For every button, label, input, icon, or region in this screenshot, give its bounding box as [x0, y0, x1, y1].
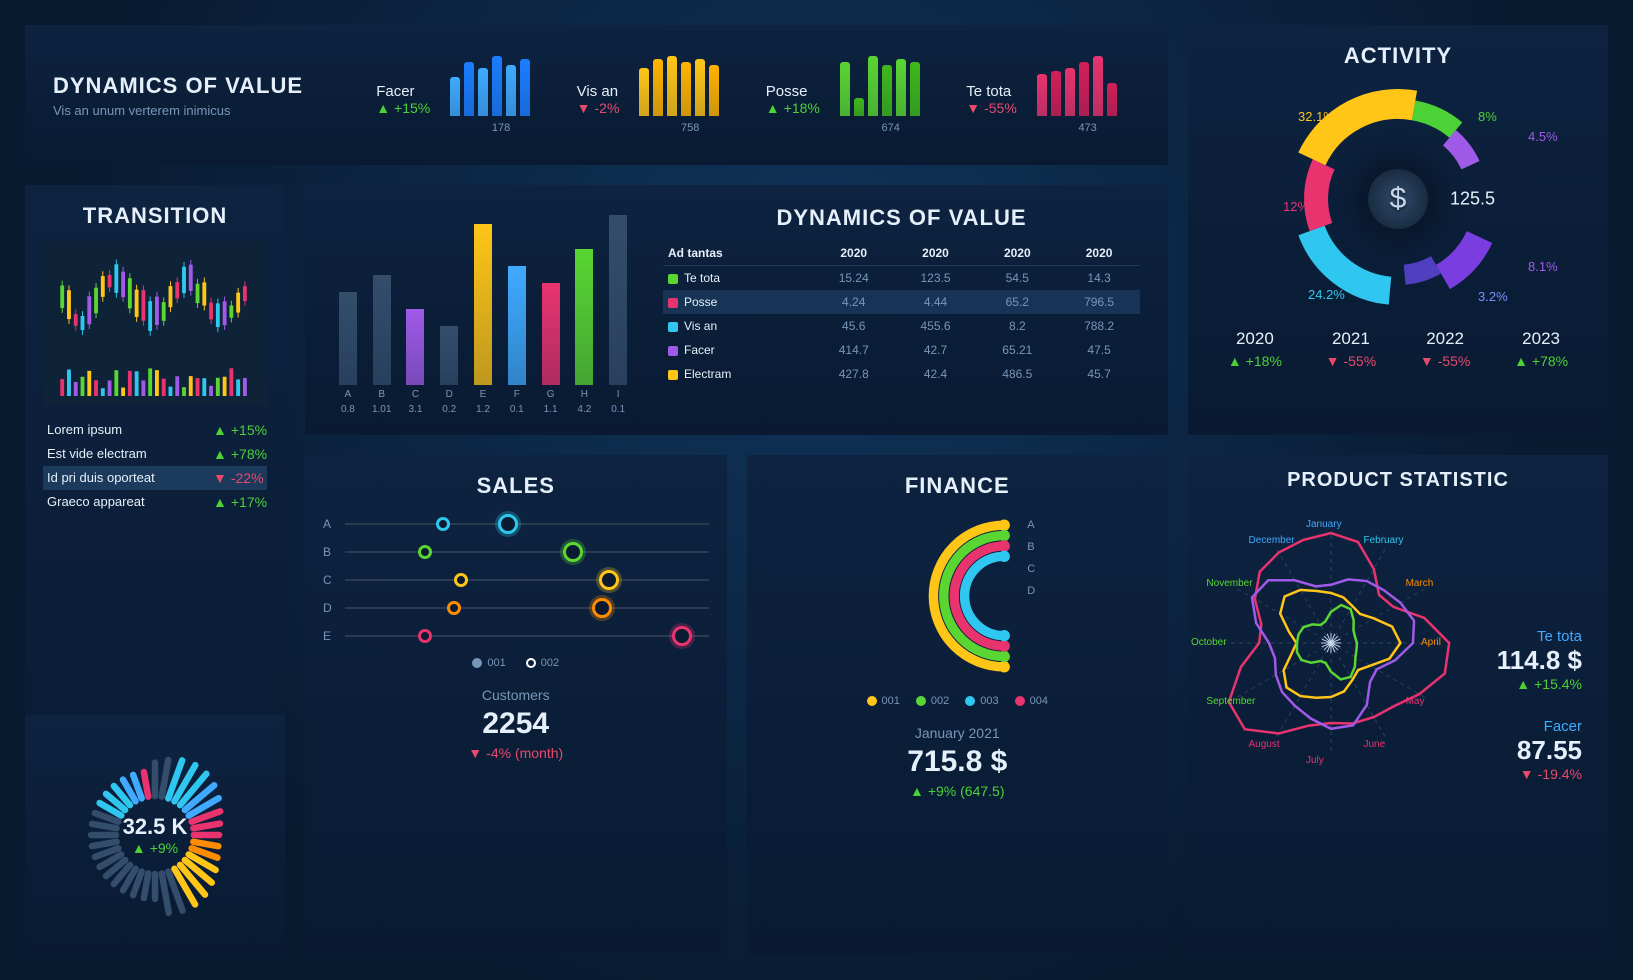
transition-row[interactable]: Id pri duis oporteat -22% [43, 466, 267, 490]
product-stat-Te tota: Te tota 114.8 $ +15.4% [1474, 628, 1582, 692]
product-stat-Facer: Facer 87.55 -19.4% [1474, 718, 1582, 782]
dynamics-header-panel: DYNAMICS OF VALUE Vis an unum verterem i… [25, 25, 1168, 165]
finance-panel: FINANCE ABCD 001002003004 January 2021 7… [747, 455, 1169, 955]
dynamics-title: DYNAMICS OF VALUE [53, 73, 353, 99]
finance-stat-delta: +9% (647.5) [910, 783, 1005, 799]
transition-row[interactable]: Graeco appareat +17% [43, 490, 267, 514]
activity-year-2020: 2020 +18% [1228, 329, 1282, 369]
donut-center-value: 125.5 [1450, 189, 1495, 210]
activity-year-2023: 2023 +78% [1514, 329, 1568, 369]
activity-year-2022: 2022 -55% [1420, 329, 1471, 369]
sales-row-D: D [323, 601, 709, 615]
table-row[interactable]: Te tota 15.24123.554.514.3 [663, 266, 1140, 291]
activity-panel: ACTIVITY $ 125.5 8%4.5%8.1%3.2%24.2%12%3… [1188, 25, 1608, 435]
sales-row-C: C [323, 573, 709, 587]
transition-chart [43, 241, 267, 406]
spark-Posse: Posse +18% 674 [766, 56, 920, 134]
sales-row-A: A [323, 517, 709, 531]
dynamics2-title: DYNAMICS OF VALUE [663, 205, 1140, 231]
transition-row[interactable]: Lorem ipsum +15% [43, 418, 267, 442]
gauge-value: 32.5 K [123, 814, 188, 840]
table-row[interactable]: Posse 4.244.4465.2796.5 [663, 290, 1140, 314]
product-radar: JanuaryFebruaryMarchAprilMayJuneJulyAugu… [1206, 503, 1456, 783]
finance-title: FINANCE [765, 473, 1151, 499]
finance-stat-value: 715.8 $ [765, 745, 1151, 779]
sales-title: SALES [323, 473, 709, 499]
dynamics-subtitle: Vis an unum verterem inimicus [53, 103, 353, 118]
spark-Te tota: Te tota -55% 473 [966, 56, 1117, 134]
table-row[interactable]: Electram 427.842.4486.545.7 [663, 362, 1140, 386]
dynamics-table-panel: A 0.8 B 1.01 C 3.1 D 0.2 E 1.2 F [305, 185, 1168, 435]
donut-center-icon: $ [1368, 169, 1428, 229]
dynamics-barchart: A 0.8 B 1.01 C 3.1 D 0.2 E 1.2 F [333, 205, 633, 415]
transition-row[interactable]: Est vide electram +78% [43, 442, 267, 466]
sales-stat-label: Customers [323, 687, 709, 703]
sales-row-E: E [323, 629, 709, 643]
dynamics-table: Ad tantas2020202020202020 Te tota 15.241… [663, 241, 1140, 386]
sales-row-B: B [323, 545, 709, 559]
sales-panel: SALES A B C D [305, 455, 727, 955]
sales-stat-delta: -4% (month) [468, 745, 563, 761]
activity-year-2021: 2021 -55% [1326, 329, 1377, 369]
activity-donut: $ 125.5 8%4.5%8.1%3.2%24.2%12%32.1% [1288, 89, 1508, 309]
table-row[interactable]: Facer 414.742.765.2147.5 [663, 338, 1140, 362]
gauge-panel: 32.5 K +9% [25, 715, 285, 955]
spark-Facer: Facer +15% 178 [376, 56, 530, 134]
product-title: PRODUCT STATISTIC [1188, 469, 1608, 492]
activity-title: ACTIVITY [1206, 43, 1590, 69]
gauge-delta: +9% [132, 840, 178, 856]
spark-Vis an: Vis an -2% 758 [577, 56, 720, 134]
transition-title: TRANSITION [43, 203, 267, 229]
product-panel: PRODUCT STATISTIC JanuaryFebruaryMarchAp… [1188, 455, 1608, 955]
table-row[interactable]: Vis an 45.6455.68.2788.2 [663, 314, 1140, 338]
finance-stat-label: January 2021 [765, 725, 1151, 741]
sales-stat-value: 2254 [323, 707, 709, 741]
